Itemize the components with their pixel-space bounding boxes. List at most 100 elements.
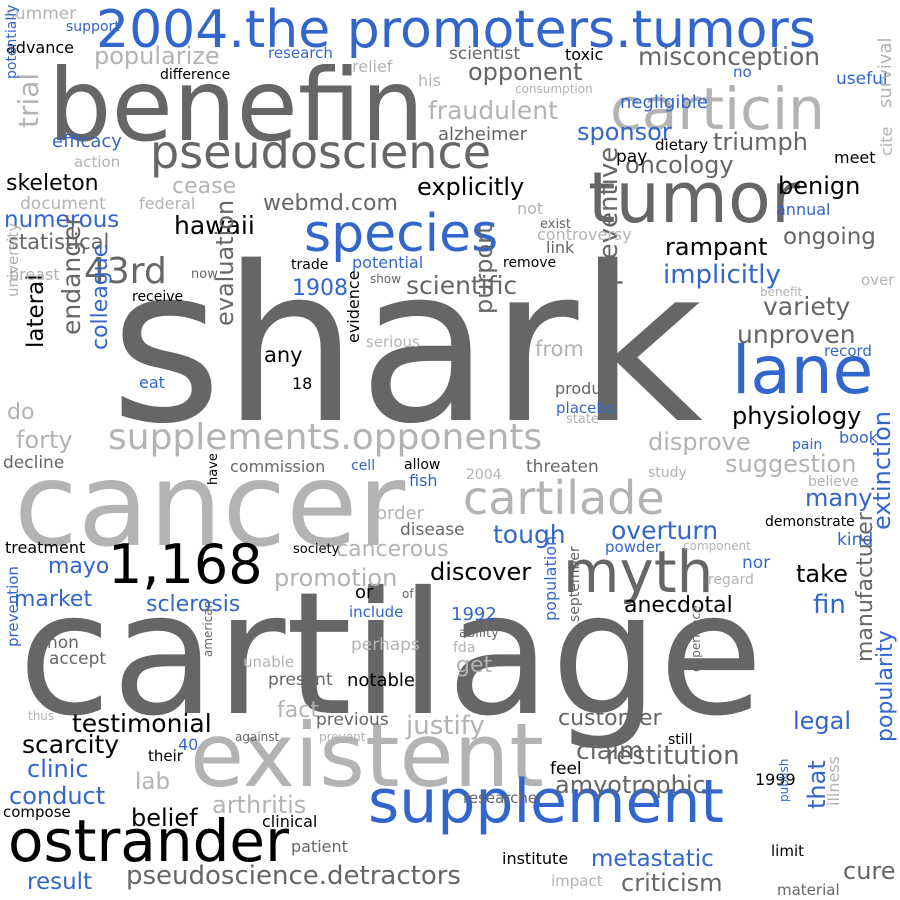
word-tumor: tumor — [588, 157, 800, 239]
word-no: no — [733, 63, 752, 81]
word-prevent: prevent — [319, 730, 366, 744]
word-link: link — [546, 238, 575, 257]
word-nor: nor — [742, 553, 771, 573]
word-legal: legal — [793, 707, 852, 735]
word-benefit: benefit — [760, 285, 803, 299]
word-purport: purport — [470, 224, 498, 314]
word-researcher: researcher — [463, 789, 544, 807]
word-patient: patient — [291, 837, 348, 856]
word-negligible: negligible — [620, 92, 708, 113]
word-kind: kind — [837, 530, 874, 550]
word-market: market — [14, 587, 93, 612]
word-2004-the-promoters-tumors: 2004.the promoters.tumors — [96, 0, 816, 60]
word-claim: claim — [576, 736, 644, 765]
word-publish: publish — [777, 758, 791, 802]
word-prevention: prevention — [4, 566, 22, 647]
word-ostrander: ostrander — [8, 807, 289, 875]
word-institute: institute — [502, 849, 569, 868]
word-document: document — [20, 194, 106, 214]
word-40: 40 — [178, 735, 199, 754]
word-triumph: triumph — [713, 128, 808, 156]
word-university: university — [4, 222, 22, 297]
word-toxic: toxic — [565, 45, 604, 64]
word-cancerous: cancerous — [336, 537, 449, 562]
word-survival: survival — [875, 37, 896, 108]
word-advance: advance — [6, 38, 75, 57]
word-fact: fact — [277, 698, 319, 723]
word-useful: useful — [836, 69, 888, 89]
word-demonstrate: demonstrate — [765, 514, 855, 530]
word-misconception: misconception — [638, 42, 821, 71]
word-from: from — [535, 337, 584, 361]
word-previous: previous — [316, 710, 389, 730]
word-unable: unable — [243, 653, 295, 671]
word-thus: thus — [28, 709, 55, 723]
word-evidence: evidence — [344, 270, 363, 343]
word-his: his — [418, 71, 441, 90]
word-component: component — [683, 539, 751, 553]
word-lab: lab — [135, 769, 171, 795]
word-clinical: clinical — [262, 812, 318, 831]
word-conduct: conduct — [9, 782, 106, 810]
word-colleague: colleague — [88, 243, 113, 350]
word-disprove: disprove — [648, 428, 751, 456]
word-1-168: 1,168 — [108, 533, 263, 596]
word-dietary: dietary — [655, 136, 709, 154]
word-allow: allow — [404, 457, 441, 473]
word-eat: eat — [139, 373, 165, 392]
word-society: society — [293, 542, 340, 557]
word-pseudoscience-detractors: pseudoscience.detractors — [126, 861, 461, 891]
word-criticism: criticism — [621, 869, 723, 897]
word-remove: remove — [503, 255, 557, 271]
word-their: their — [148, 747, 183, 765]
word-american: american — [201, 600, 215, 657]
word-ability: ability — [459, 626, 499, 641]
word-preventive: preventive — [594, 146, 624, 286]
word-commission: commission — [230, 457, 326, 476]
word-not: not — [517, 199, 544, 218]
word-18: 18 — [292, 374, 313, 393]
word-efficacy: efficacy — [52, 131, 122, 152]
word-existent: existent — [190, 704, 544, 807]
word-show: show — [370, 272, 402, 286]
word-still: still — [668, 732, 693, 748]
word-product: product — [555, 379, 617, 398]
word-illness: illness — [824, 756, 843, 806]
word-sclerosis: sclerosis — [146, 592, 241, 617]
word-opponent: opponent — [468, 58, 583, 86]
word-research: research — [268, 44, 333, 62]
word-include: include — [349, 603, 404, 621]
word-non: non — [47, 633, 79, 653]
word-powder: powder — [605, 538, 661, 556]
word-decline: decline — [3, 453, 65, 473]
word-tough: tough — [493, 520, 566, 549]
word-against: against — [235, 730, 280, 744]
word-explicitly: explicitly — [417, 173, 525, 201]
word-43rd: 43rd — [84, 251, 167, 292]
word-alzheimer: alzheimer — [438, 124, 527, 145]
word-myth: myth — [563, 538, 714, 606]
word-meet: meet — [834, 148, 876, 167]
word-testimonial: testimonial — [72, 709, 212, 738]
word-annual: annual — [776, 200, 831, 219]
word-belief: belief — [131, 804, 198, 832]
word-1992: 1992 — [451, 604, 497, 625]
word-over: over — [861, 271, 895, 289]
word-threaten: threaten — [526, 457, 599, 477]
word-regard: regard — [708, 572, 754, 588]
word-scarcity: scarcity — [22, 730, 120, 759]
word-cartilade: cartilade — [463, 471, 665, 525]
word-disease: disease — [400, 520, 465, 540]
word-skeleton: skeleton — [6, 171, 99, 196]
word-supplements-opponents: supplements.opponents — [108, 417, 543, 458]
word-trial: trial — [12, 72, 45, 128]
word-fish: fish — [409, 471, 438, 490]
word-many: many — [805, 484, 873, 512]
word-result: result — [27, 869, 93, 895]
word-now: now — [191, 267, 218, 282]
word-action: action — [74, 153, 121, 171]
word-serious: serious — [366, 333, 420, 351]
word-record: record — [824, 342, 872, 360]
word-species: species — [304, 204, 499, 264]
